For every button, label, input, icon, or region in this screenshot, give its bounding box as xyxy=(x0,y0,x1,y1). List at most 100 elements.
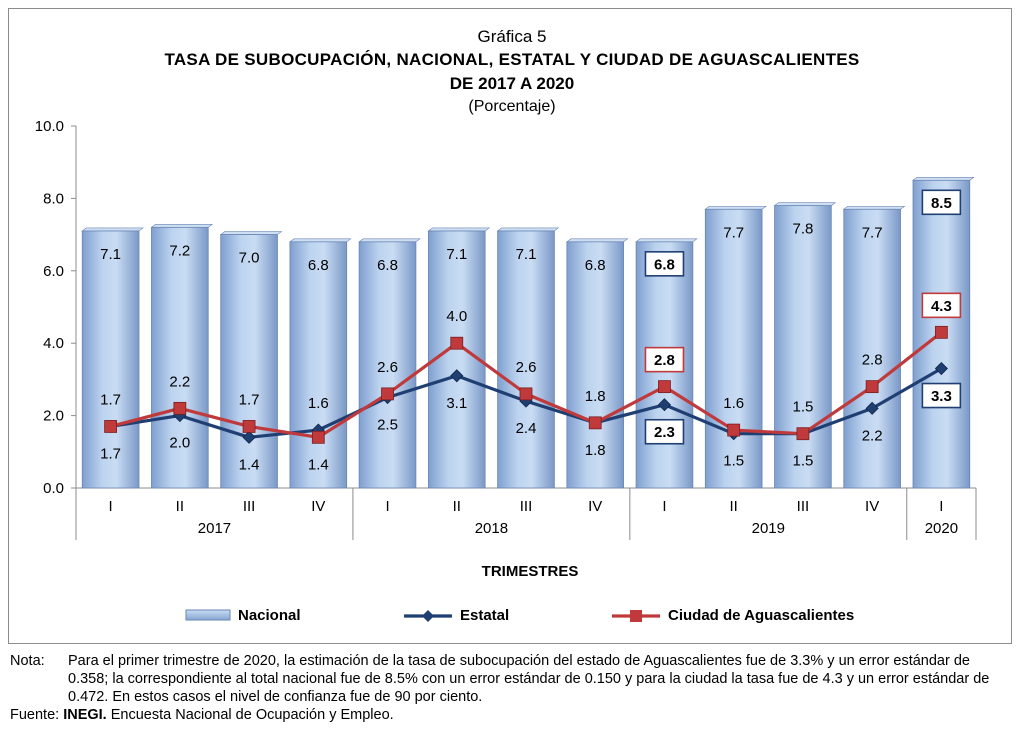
label-nacional: 7.1 xyxy=(100,246,121,263)
x-tick-label: I xyxy=(662,498,666,515)
label-estatal: 3.3 xyxy=(931,388,952,405)
label-ciudad: 2.6 xyxy=(516,359,537,376)
bar-nacional xyxy=(151,226,209,489)
source-label: Fuente: xyxy=(10,707,60,723)
x-tick-label: I xyxy=(385,498,389,515)
label-estatal: 1.4 xyxy=(239,456,260,473)
y-tick-label: 0.0 xyxy=(43,480,64,497)
label-estatal: 2.4 xyxy=(516,420,537,437)
label-ciudad: 1.5 xyxy=(792,399,813,416)
label-estatal: 1.6 xyxy=(308,395,329,412)
marker-estatal xyxy=(242,430,256,444)
source: Fuente: INEGI. Encuesta Nacional de Ocup… xyxy=(10,706,1014,724)
y-tick-label: 2.0 xyxy=(43,408,64,425)
label-ciudad: 2.6 xyxy=(377,359,398,376)
source-org: INEGI. xyxy=(63,707,107,723)
year-label: 2019 xyxy=(752,520,785,537)
x-tick-label: II xyxy=(730,498,738,515)
bar-cap xyxy=(427,227,491,232)
label-ciudad: 1.4 xyxy=(308,456,329,473)
year-label: 2017 xyxy=(198,520,231,537)
bar-cap xyxy=(635,238,698,243)
note-text: Para el primer trimestre de 2020, la est… xyxy=(68,653,990,705)
bar-cap xyxy=(704,205,767,210)
legend-label-nacional: Nacional xyxy=(238,607,301,624)
y-tick-label: 4.0 xyxy=(43,335,64,352)
bar-nacional xyxy=(566,241,625,489)
footnotes: Nota: Para el primer trimestre de 2020, … xyxy=(10,652,1014,724)
label-estatal-box xyxy=(921,382,962,409)
label-estatal: 3.1 xyxy=(446,395,467,412)
bar-cap xyxy=(773,202,837,206)
bar-cap xyxy=(496,227,560,232)
bar-nacional xyxy=(497,230,555,489)
marker-ciudad xyxy=(865,380,879,394)
marker-ciudad xyxy=(311,430,325,444)
marker-estatal xyxy=(657,398,672,412)
bar-cap xyxy=(289,238,352,243)
label-ciudad: 2.8 xyxy=(862,352,883,369)
marker-estatal xyxy=(865,401,879,415)
marker-ciudad xyxy=(381,387,394,401)
x-tick-label: II xyxy=(176,498,184,515)
x-tick-label: IV xyxy=(311,498,325,515)
marker-ciudad xyxy=(173,401,187,415)
bar-cap xyxy=(565,238,629,243)
label-ciudad: 1.8 xyxy=(585,388,606,405)
label-nacional: 7.8 xyxy=(792,221,813,238)
x-tick-label: III xyxy=(520,498,533,515)
label-ciudad: 4.3 xyxy=(931,298,952,315)
label-nacional: 7.1 xyxy=(516,246,537,263)
bar-nacional xyxy=(358,241,417,489)
marker-ciudad xyxy=(658,380,671,394)
label-nacional: 6.8 xyxy=(585,257,606,274)
label-nacional: 6.8 xyxy=(377,257,398,274)
marker-ciudad xyxy=(104,420,118,433)
chart-frame xyxy=(8,8,1012,644)
marker-ciudad xyxy=(796,427,810,441)
source-text: Encuesta Nacional de Ocupación y Empleo. xyxy=(106,707,394,723)
label-nacional-box xyxy=(644,251,685,277)
legend-marker-ciudad xyxy=(630,610,642,622)
bar-nacional xyxy=(912,179,971,489)
label-estatal: 2.2 xyxy=(862,427,883,444)
marker-ciudad xyxy=(727,423,741,437)
bar-cap xyxy=(219,231,283,235)
bar-cap xyxy=(150,224,214,228)
x-tick-label: I xyxy=(109,498,113,515)
marker-ciudad xyxy=(588,416,602,430)
bar-cap xyxy=(842,205,906,210)
note-label: Nota: xyxy=(10,653,45,669)
x-axis-title: TRIMESTRES xyxy=(482,563,579,580)
graph-number: Gráfica 5 xyxy=(477,27,547,46)
label-estatal: 2.0 xyxy=(169,435,190,452)
year-label: 2020 xyxy=(925,520,958,537)
chart-title-line2: DE 2017 A 2020 xyxy=(449,74,575,93)
marker-estatal xyxy=(934,361,948,376)
legend-marker-estatal xyxy=(422,610,434,622)
legend: Nacional Estatal Ciudad de Aguascalientes xyxy=(185,607,854,624)
label-ciudad: 2.8 xyxy=(654,352,675,369)
chart-svg: 0.02.04.06.08.010.0 7.1 7.2 7.0 6.8 6.87.1 7.… xyxy=(35,118,977,624)
legend-swatch-nacional xyxy=(185,609,231,621)
x-tick-label: III xyxy=(797,498,810,515)
bar-nacional xyxy=(289,241,348,489)
bar-cap xyxy=(358,238,421,243)
bars-nacional xyxy=(81,177,975,489)
bar-cap xyxy=(81,227,144,232)
series-lines xyxy=(104,325,948,444)
y-tick-label: 8.0 xyxy=(43,190,64,207)
bar-nacional xyxy=(704,208,763,489)
bar-nacional xyxy=(843,208,901,489)
x-tick-label: I xyxy=(939,498,943,515)
bar-cap xyxy=(912,177,975,181)
marker-ciudad xyxy=(450,336,464,350)
label-ciudad-box xyxy=(644,346,685,373)
label-estatal: 1.5 xyxy=(792,453,813,470)
y-tick-label: 6.0 xyxy=(43,263,64,280)
label-estatal-box xyxy=(644,418,685,445)
bar-nacional xyxy=(427,230,486,489)
label-nacional: 8.5 xyxy=(931,195,952,212)
label-ciudad: 1.7 xyxy=(239,391,260,408)
